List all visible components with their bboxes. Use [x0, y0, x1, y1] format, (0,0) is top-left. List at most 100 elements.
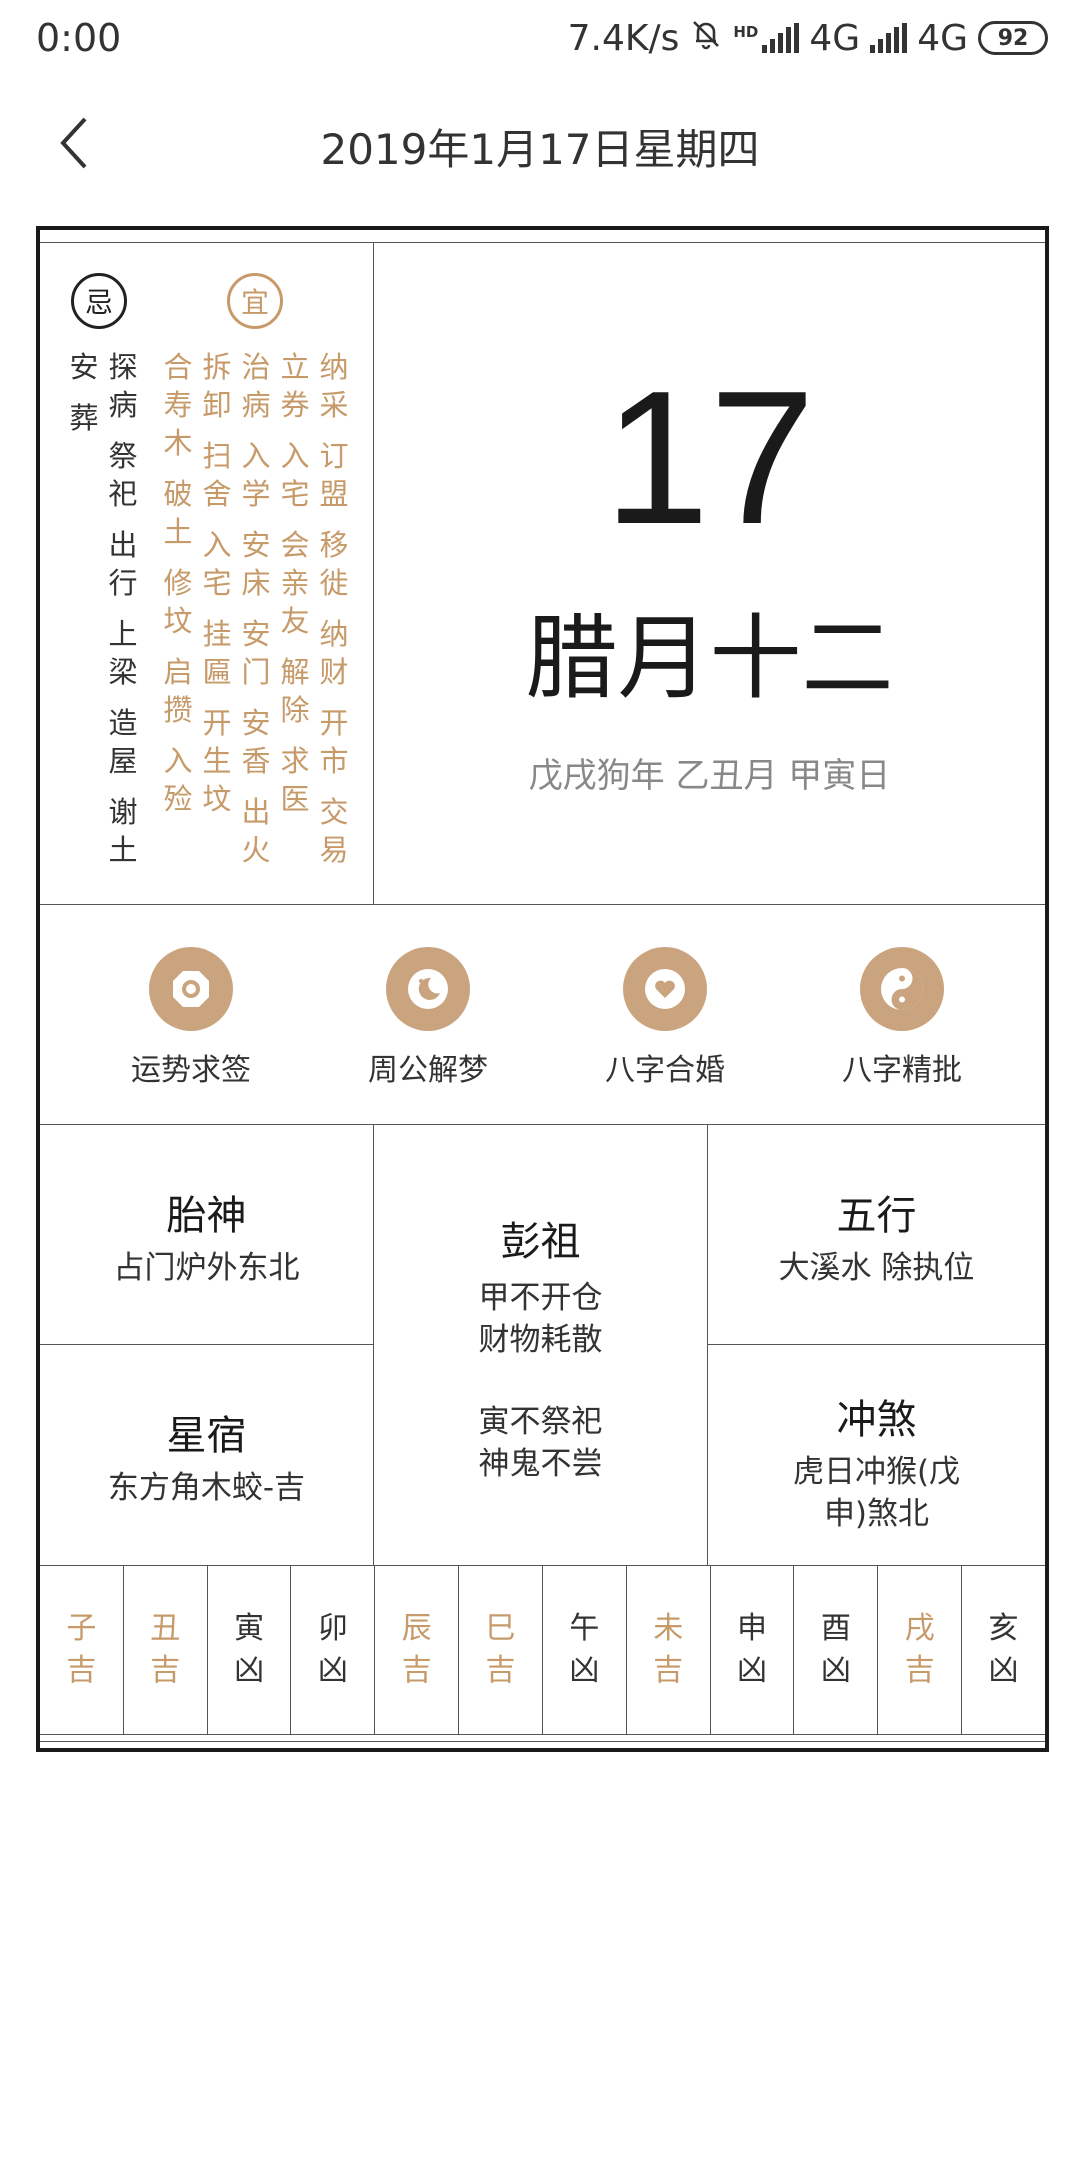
branch-cell: 辰吉	[375, 1566, 460, 1734]
taishen-cell: 胎神 占门炉外东北	[40, 1125, 374, 1345]
yi-char: 宅	[280, 477, 310, 511]
branch-luck: 吉	[401, 1653, 432, 1688]
branch-luck: 吉	[653, 1653, 684, 1688]
branch-cell: 亥凶	[962, 1566, 1045, 1734]
tool-fortune-stick[interactable]: 运势求签	[91, 947, 291, 1089]
status-indicators: 7.4K/s HD 4G 4G 92	[568, 14, 1048, 62]
yi-char: 入	[202, 528, 232, 562]
lunar-date: 腊月十二	[525, 605, 894, 712]
ji-column-2: 探 病 祭 祀 出 行 上 梁 造 屋 谢 土	[103, 348, 143, 882]
branch-cell: 子吉	[40, 1566, 124, 1734]
yi-char: 学	[241, 477, 271, 511]
yi-char: 财	[319, 655, 349, 689]
branch-name: 戌	[904, 1611, 935, 1646]
branch-cell: 巳吉	[459, 1566, 543, 1734]
branch-name: 午	[569, 1611, 600, 1646]
signal-icon	[762, 23, 800, 53]
ji-badge: 忌	[71, 273, 127, 329]
branch-name: 丑	[150, 1611, 181, 1646]
branch-cell: 寅凶	[208, 1566, 292, 1734]
chongsha-title: 冲煞	[836, 1397, 917, 1443]
xingxiu-title: 星宿	[166, 1413, 247, 1459]
date-panel: 17 腊月十二 戊戌狗年 乙丑月 甲寅日	[374, 243, 1045, 905]
almanac-card: 忌 宜 安 葬 探 病 祭 祀 出 行 上 梁 造 屋 谢	[36, 226, 1049, 1752]
ganzhi-text: 戊戌狗年 乙丑月 甲寅日	[528, 756, 891, 796]
tool-label: 周公解梦	[368, 1053, 488, 1088]
yi-char: 启	[163, 655, 193, 689]
xingxiu-cell: 星宿 东方角木蛟-吉	[40, 1345, 374, 1565]
branch-name: 子	[66, 1611, 97, 1646]
ji-char: 梁	[108, 655, 138, 689]
tool-marriage[interactable]: 八字合婚	[565, 947, 765, 1089]
branch-hours-row: 子吉 丑吉 寅凶 卯凶 辰吉 巳吉 午凶 未吉 申凶 酉凶 戌吉 亥凶	[40, 1565, 1045, 1735]
yi-char: 床	[241, 566, 271, 600]
moon-dream-icon	[386, 947, 470, 1031]
yi-char: 医	[280, 782, 310, 816]
branch-cell: 卯凶	[291, 1566, 376, 1734]
status-bar: 0:00 7.4K/s HD 4G 4G 92	[0, 0, 1080, 80]
branch-name: 酉	[820, 1611, 851, 1646]
ji-char: 葬	[69, 401, 99, 435]
yi-char: 入	[163, 744, 193, 778]
branch-name: 亥	[988, 1611, 1019, 1646]
network-type-1: 4G	[809, 17, 861, 59]
chevron-left-icon	[60, 117, 87, 169]
yi-char: 出	[241, 795, 271, 829]
yin-yang-icon	[860, 947, 944, 1031]
yi-char: 除	[280, 693, 310, 727]
branch-name: 申	[737, 1611, 768, 1646]
yi-char: 开	[319, 706, 349, 740]
tool-dream[interactable]: 周公解梦	[328, 947, 528, 1089]
yi-char: 入	[241, 439, 271, 473]
yi-char: 安	[241, 706, 271, 740]
tool-label: 八字精批	[842, 1053, 962, 1088]
branch-luck: 吉	[150, 1653, 181, 1688]
pengzu-line: 神鬼不尝	[478, 1446, 603, 1482]
pengzu-line: 寅不祭祀	[478, 1404, 603, 1440]
yi-char: 拆	[202, 350, 232, 384]
yi-char: 舍	[202, 477, 232, 511]
ji-char: 造	[108, 706, 138, 740]
yi-char: 病	[241, 388, 271, 422]
branch-cell: 丑吉	[124, 1566, 208, 1734]
yi-char: 殓	[163, 782, 193, 816]
yi-char: 移	[319, 528, 349, 562]
ji-column-1: 安 葬	[64, 348, 104, 450]
branch-luck: 凶	[820, 1653, 851, 1688]
branch-luck: 吉	[66, 1653, 97, 1688]
yi-char: 木	[163, 426, 193, 460]
yi-char: 坟	[163, 604, 193, 638]
yi-column-2: 拆 卸 扫 舍 入 宅 挂 匾 开 生 坟	[197, 348, 237, 831]
yi-char: 土	[163, 515, 193, 549]
ji-char: 行	[108, 566, 138, 600]
signal-icon-2	[870, 23, 908, 53]
yi-char: 匾	[202, 655, 232, 689]
ji-char: 安	[69, 350, 99, 384]
branch-name: 寅	[234, 1611, 265, 1646]
yi-char: 攒	[163, 693, 193, 727]
yi-char: 宅	[202, 566, 232, 600]
yi-char: 会	[280, 528, 310, 562]
page-title: 2019年1月17日星期四	[320, 125, 760, 174]
chongsha-line: 申)煞北	[823, 1496, 930, 1532]
yi-ji-panel: 忌 宜 安 葬 探 病 祭 祀 出 行 上 梁 造 屋 谢	[40, 243, 374, 905]
branch-name: 卯	[317, 1611, 348, 1646]
yi-char: 券	[280, 388, 310, 422]
yi-char: 修	[163, 566, 193, 600]
ji-char: 土	[108, 833, 138, 867]
yi-char: 挂	[202, 617, 232, 651]
branch-luck: 吉	[904, 1653, 935, 1688]
yi-char: 生	[202, 744, 232, 778]
ji-char: 屋	[108, 744, 138, 778]
yi-badge: 宜	[227, 273, 283, 329]
wuxing-title: 五行	[836, 1193, 917, 1239]
yi-char: 解	[280, 655, 310, 689]
tool-label: 八字合婚	[605, 1053, 725, 1088]
back-button[interactable]	[40, 108, 110, 178]
fortune-stick-icon	[149, 947, 233, 1031]
ji-char: 病	[108, 388, 138, 422]
yi-char: 坟	[202, 782, 232, 816]
yi-char: 友	[280, 604, 310, 638]
wuxing-cell: 五行 大溪水 除执位	[708, 1125, 1045, 1345]
tool-bazi[interactable]: 八字精批	[802, 947, 1002, 1089]
